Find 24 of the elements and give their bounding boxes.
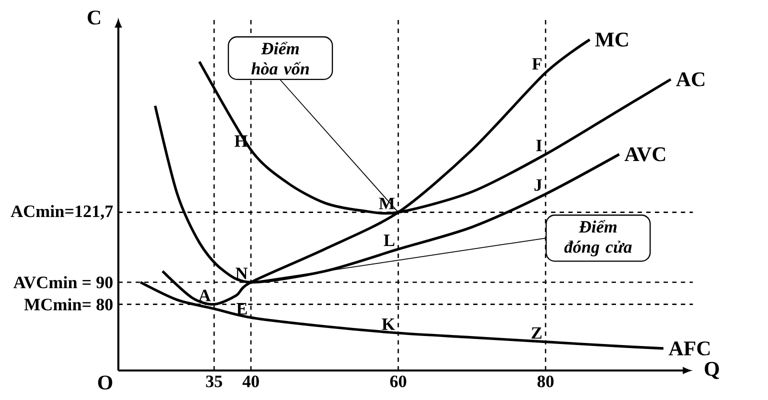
annotation: K bbox=[382, 318, 395, 330]
text: O bbox=[98, 376, 112, 390]
annotation: Điểm đóng cửa bbox=[564, 220, 632, 256]
x-tick-label: 80 bbox=[537, 376, 554, 388]
annotation: I bbox=[536, 140, 542, 152]
annotation: Điểm hòa vốn bbox=[251, 42, 309, 75]
annotation: A bbox=[198, 290, 211, 302]
annotation: F bbox=[532, 58, 542, 70]
y-tick-label: ACmin=121,7 bbox=[10, 204, 113, 220]
annotation: J bbox=[534, 179, 542, 191]
annotation: Z bbox=[532, 327, 542, 339]
annotation: N bbox=[236, 268, 248, 280]
y-tick-label: MCmin= 80 bbox=[24, 298, 113, 310]
y-axis-title: C bbox=[88, 10, 100, 24]
series-label: AC bbox=[676, 72, 704, 86]
x-tick-label: 40 bbox=[242, 376, 259, 388]
series-label: AVC bbox=[624, 147, 666, 162]
annotation: L bbox=[384, 234, 394, 246]
x-axis-title: Q bbox=[704, 362, 720, 379]
x-tick-label: 35 bbox=[206, 376, 222, 388]
x-tick-label: 60 bbox=[390, 376, 406, 388]
series-label: MC bbox=[595, 32, 628, 47]
series-label: AFC bbox=[668, 341, 710, 356]
y-tick-label: AVCmin = 90 bbox=[13, 276, 113, 288]
